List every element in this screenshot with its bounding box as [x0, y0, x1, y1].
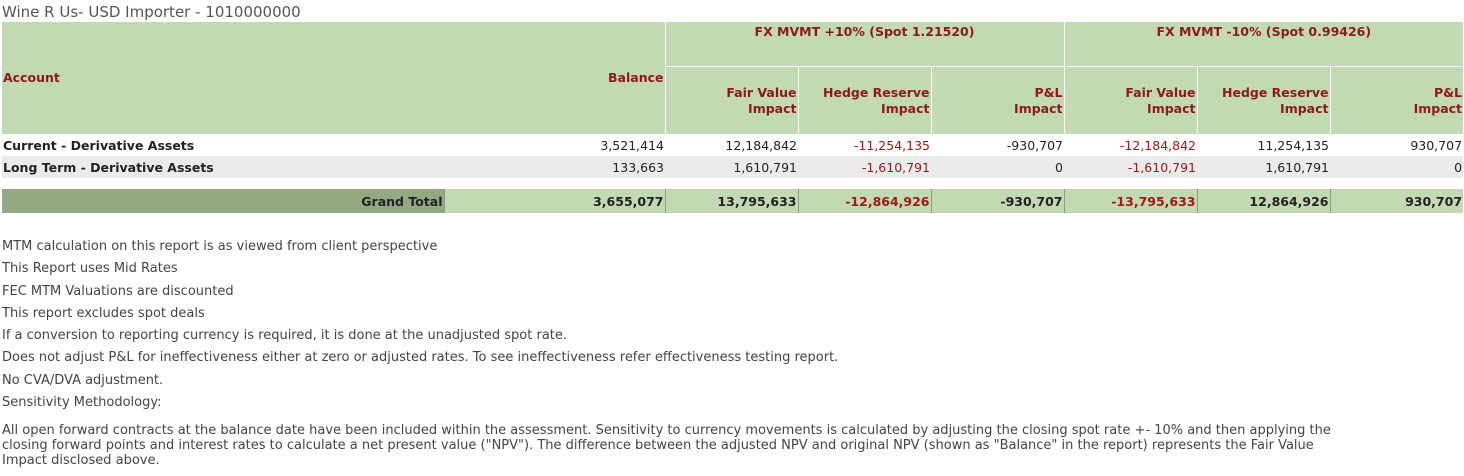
report-title: Wine R Us- USD Importer - 1010000000 — [2, 3, 301, 21]
note-line: FEC MTM Valuations are discounted — [2, 283, 234, 299]
note-line: Sensitivity Methodology: — [2, 395, 162, 411]
note-line: Does not adjust P&L for ineffectiveness … — [2, 350, 839, 366]
total-up-pl: -930,707 — [930, 189, 1064, 213]
total-down-fair-value: -13,795,633 — [1063, 189, 1197, 213]
methodology-paragraph: All open forward contracts at the balanc… — [2, 423, 1331, 469]
note-line: MTM calculation on this report is as vie… — [2, 239, 438, 254]
report-notes: MTM calculation on this report is as vie… — [2, 236, 1462, 468]
row-up-hedge-reserve: -1,610,791 — [798, 156, 931, 178]
row-down-fair-value: -12,184,842 — [1064, 134, 1197, 156]
header-row-groups: Account Balance FX MVMT +10% (Spot 1.215… — [2, 22, 1464, 134]
row-down-hedge-reserve: 11,254,135 — [1197, 134, 1330, 156]
row-down-pl: 0 — [1330, 156, 1464, 178]
group-header-fx-down: FX MVMT -10% (Spot 0.99426) — [1063, 22, 1464, 67]
row-up-fair-value: 12,184,842 — [665, 134, 798, 156]
row-balance: 133,663 — [444, 156, 665, 178]
group-header-fx-up: FX MVMT +10% (Spot 1.21520) — [664, 22, 1064, 67]
row-account: Current - Derivative Assets — [2, 134, 444, 156]
row-down-hedge-reserve: 1,610,791 — [1197, 156, 1330, 178]
table-row: Current - Derivative Assets 3,521,414 12… — [2, 134, 1464, 156]
table-row: Long Term - Derivative Assets 133,663 1,… — [2, 156, 1464, 178]
row-balance: 3,521,414 — [444, 134, 665, 156]
grand-total-row: Grand Total 3,655,077 13,795,633 -12,864… — [2, 189, 1464, 213]
total-up-hedge-reserve: -12,864,926 — [797, 189, 931, 213]
grand-total-label: Grand Total — [2, 189, 444, 213]
row-up-fair-value: 1,610,791 — [665, 156, 798, 178]
col-header-account: Account — [2, 22, 444, 134]
col-header-up-fair-value: Fair Value Impact — [664, 66, 798, 134]
row-account: Long Term - Derivative Assets — [2, 156, 444, 178]
total-down-pl: 930,707 — [1329, 189, 1464, 213]
header-row-columns: Fair Value Impact Hedge Reserve Impact P… — [2, 66, 1464, 134]
sensitivity-table: Account Balance FX MVMT +10% (Spot 1.215… — [2, 22, 1464, 213]
row-up-pl: -930,707 — [931, 134, 1064, 156]
note-line: This report excludes spot deals — [2, 305, 205, 321]
col-header-down-fair-value: Fair Value Impact — [1063, 66, 1197, 134]
col-header-down-hedge-reserve: Hedge Reserve Impact — [1196, 66, 1330, 134]
note-line: If a conversion to reporting currency is… — [2, 328, 568, 344]
total-up-fair-value: 13,795,633 — [664, 189, 798, 213]
total-balance: 3,655,077 — [443, 189, 665, 213]
row-down-pl: 930,707 — [1330, 134, 1464, 156]
row-up-hedge-reserve: -11,254,135 — [798, 134, 931, 156]
col-header-down-pl: P&L Impact — [1329, 66, 1464, 134]
row-down-fair-value: -1,610,791 — [1064, 156, 1197, 178]
total-down-hedge-reserve: 12,864,926 — [1196, 189, 1330, 213]
col-header-up-hedge-reserve: Hedge Reserve Impact — [797, 66, 931, 134]
row-up-pl: 0 — [931, 156, 1064, 178]
note-line: This Report uses Mid Rates — [2, 261, 178, 277]
col-header-up-pl: P&L Impact — [930, 66, 1064, 134]
spacer-row — [2, 178, 1464, 189]
note-line: No CVA/DVA adjustment. — [2, 372, 164, 388]
col-header-balance: Balance — [444, 22, 665, 134]
